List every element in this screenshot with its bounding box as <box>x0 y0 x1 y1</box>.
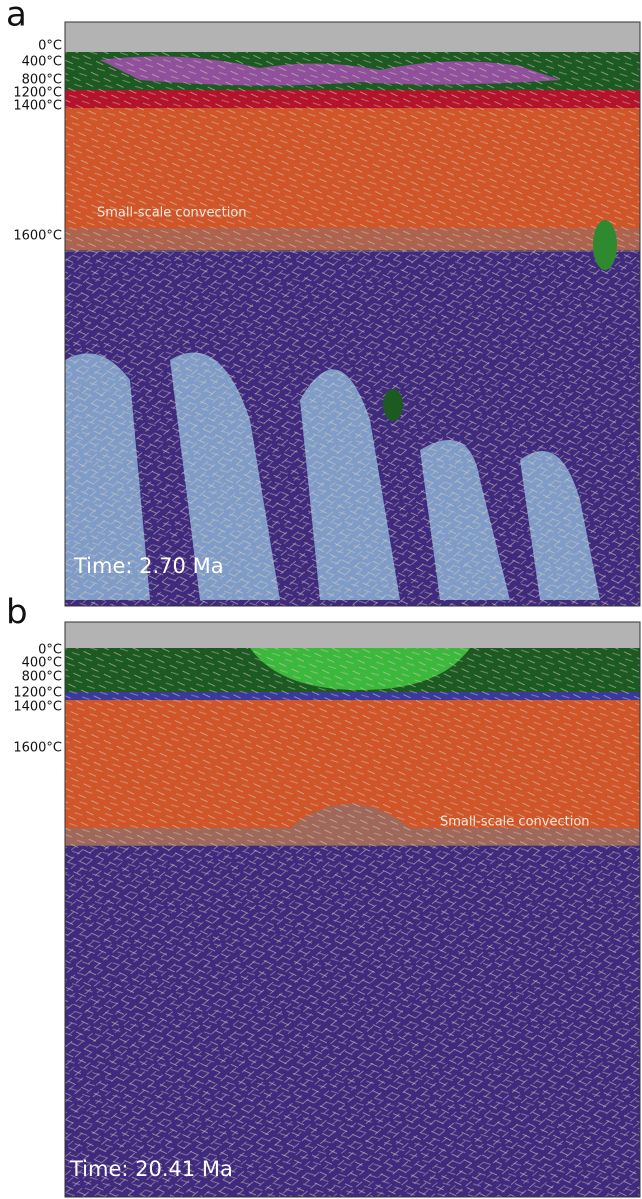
frame <box>64 21 641 607</box>
isotherm-label: 0°C <box>38 39 62 54</box>
isotherm-label: 1200°C <box>13 686 62 701</box>
annotation: Small-scale convection <box>97 206 247 221</box>
air <box>65 622 640 648</box>
isotherm-label: 1600°C <box>13 229 62 244</box>
isotherm-label: 1600°C <box>13 741 62 756</box>
flow-vectors <box>65 846 640 1197</box>
isotherm-label: 400°C <box>22 656 62 671</box>
frame <box>64 621 641 1198</box>
isotherm-label: 400°C <box>22 55 62 70</box>
panel-label: a <box>6 0 27 35</box>
flow-vectors <box>65 250 640 606</box>
time-label: Time: 2.70 Ma <box>73 554 224 578</box>
isotherm-label: 800°C <box>22 670 62 685</box>
panel-a: a 0°C 400°C 800°C 1200°C 1400°C 1600°C S… <box>6 0 641 607</box>
annotation: Small-scale convection <box>440 815 590 830</box>
time-label: Time: 20.41 Ma <box>69 1157 233 1181</box>
panel-label: b <box>6 593 28 633</box>
air <box>65 22 640 52</box>
melt-blob <box>383 389 403 421</box>
isotherm-label: 800°C <box>22 73 62 88</box>
isotherm-label: 1400°C <box>13 99 62 114</box>
isotherm-label: 1400°C <box>13 700 62 715</box>
isotherm-label: 1200°C <box>13 86 62 101</box>
isotherm-label: 0°C <box>38 643 62 658</box>
melt-blob <box>593 220 617 270</box>
panel-b: b 0°C 400°C 800°C 1200°C 1400°C 1600°C S… <box>6 593 641 1198</box>
